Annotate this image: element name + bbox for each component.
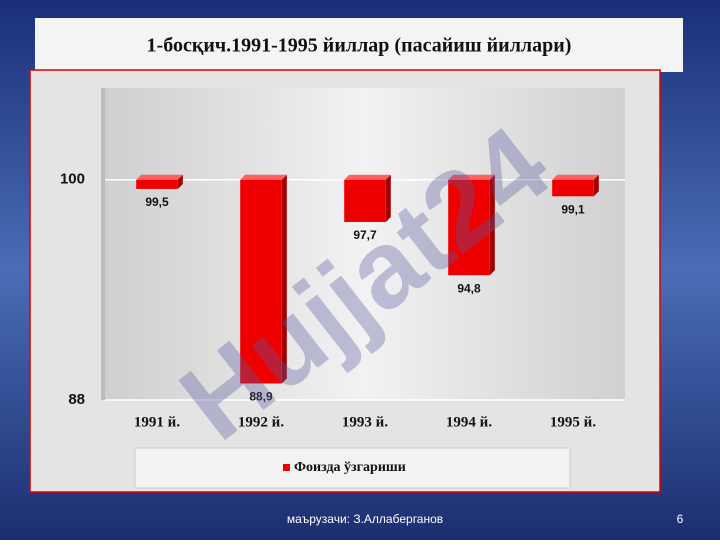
x-tick-label: 1991 й. [134, 414, 180, 430]
bar [344, 179, 386, 222]
y-tick-label: 100 [60, 171, 85, 188]
x-tick-label: 1992 й. [238, 414, 284, 430]
legend-box [134, 447, 571, 489]
bar [552, 179, 594, 197]
chart-title: 1-босқич.1991-1995 йиллар (пасайиш йилла… [147, 35, 572, 57]
bar-side [385, 174, 391, 222]
bar-side [489, 174, 495, 276]
chart-layer: 88 100 1991 й. 99,5 1992 й. 88,9 1993 й. 97,7 19… [60, 171, 625, 475]
y-tick-label: 88 [68, 391, 85, 408]
footer-page: 6 [677, 512, 684, 526]
bar [136, 179, 178, 189]
bar [448, 179, 490, 276]
bar-top [448, 174, 495, 180]
value-label: 99,5 [145, 195, 169, 209]
footer-author: маърузачи: З.Аллаберганов [287, 512, 443, 526]
plot-area [105, 88, 625, 400]
value-label: 88,9 [249, 390, 273, 404]
bar-side [593, 174, 599, 197]
y-axis-wall [101, 88, 105, 400]
bar-top [240, 174, 287, 180]
title-box [35, 18, 683, 72]
bar-top [136, 174, 183, 180]
bar-side [177, 174, 183, 189]
x-tick-label: 1994 й. [446, 414, 492, 430]
x-tick-label: 1993 й. [342, 414, 388, 430]
bar-side [281, 174, 287, 384]
value-label: 94,8 [457, 281, 481, 295]
value-label: 99,1 [561, 202, 585, 216]
bar-top [552, 174, 599, 180]
bar-top [344, 174, 391, 180]
x-tick-label: 1995 й. [550, 414, 596, 430]
bar [240, 179, 282, 384]
legend-label: Фоизда ўзгариши [294, 460, 406, 475]
legend-swatch [283, 464, 290, 471]
value-label: 97,7 [353, 228, 377, 242]
